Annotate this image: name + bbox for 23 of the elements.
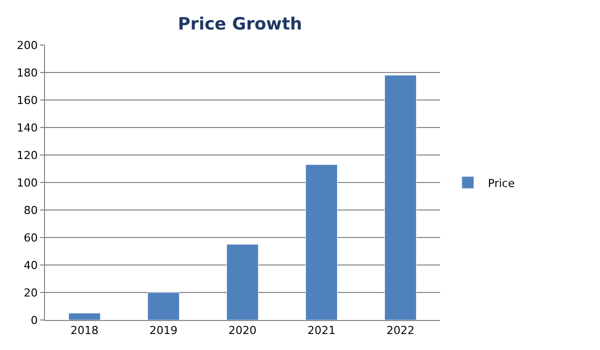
bar bbox=[68, 312, 101, 320]
legend-label: Price bbox=[488, 176, 515, 190]
x-tick-label: 2020 bbox=[228, 324, 256, 338]
x-tick-label: 2022 bbox=[386, 324, 414, 338]
y-tick-label: 180 bbox=[16, 66, 38, 80]
y-tick-label: 60 bbox=[24, 231, 38, 244]
y-tick-label: 40 bbox=[24, 258, 38, 272]
bar bbox=[384, 75, 417, 320]
y-tick-label: 160 bbox=[16, 94, 38, 107]
x-tick-label: 2021 bbox=[308, 324, 336, 338]
y-tick-label: 200 bbox=[16, 38, 38, 52]
y-tick-label: 0 bbox=[30, 314, 38, 327]
x-tick-label: 2018 bbox=[70, 324, 98, 338]
y-tick-label: 140 bbox=[16, 121, 38, 134]
y-tick-label: 100 bbox=[16, 176, 38, 190]
x-tick-label: 2019 bbox=[150, 324, 178, 338]
y-tick-label: 20 bbox=[24, 286, 38, 300]
chart-title: Price Growth bbox=[178, 14, 302, 34]
y-tick-label: 120 bbox=[16, 148, 38, 162]
bar bbox=[226, 244, 259, 320]
bar bbox=[305, 164, 338, 320]
bar bbox=[147, 292, 180, 320]
y-tick-label: 80 bbox=[24, 204, 38, 217]
